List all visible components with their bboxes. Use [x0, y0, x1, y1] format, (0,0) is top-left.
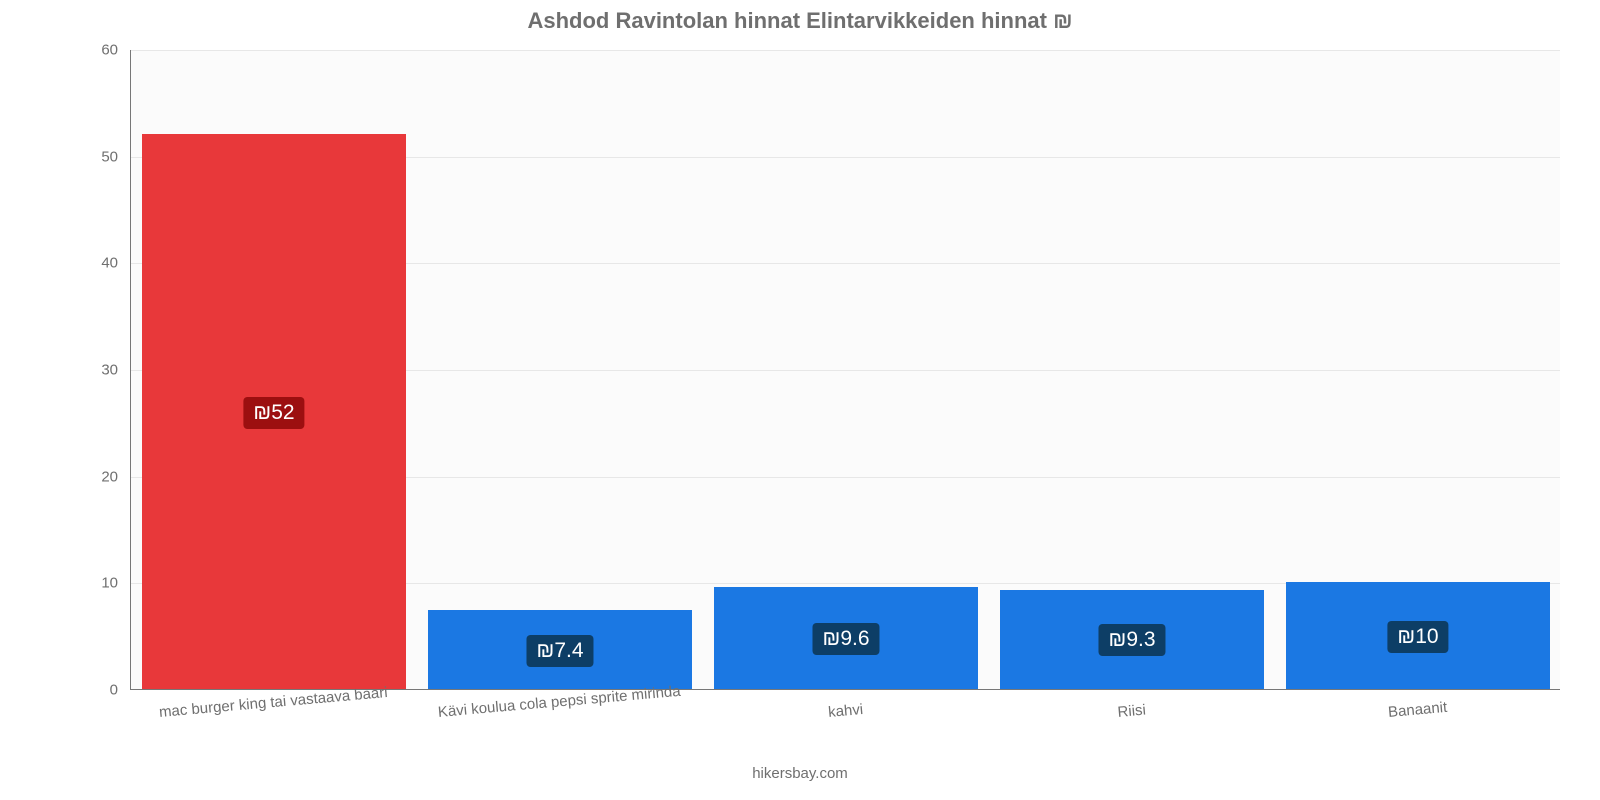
bar-value-label: ₪9.3: [1098, 624, 1165, 656]
gridline: [131, 50, 1560, 51]
ytick-label: 20: [78, 468, 118, 485]
chart-title: Ashdod Ravintolan hinnat Elintarvikkeide…: [0, 8, 1600, 34]
bar-value-label: ₪10: [1387, 621, 1448, 653]
ytick-label: 30: [78, 362, 118, 379]
plot-area: ₪52 ₪7.4 ₪9.6 ₪9.3 ₪10: [130, 50, 1560, 690]
xtick-label: kahvi: [827, 701, 863, 721]
ytick-label: 60: [78, 42, 118, 59]
ytick-label: 50: [78, 148, 118, 165]
bar-value-label: ₪7.4: [526, 635, 593, 667]
attribution-text: hikersbay.com: [0, 765, 1600, 782]
ytick-label: 40: [78, 255, 118, 272]
bar-value-label: ₪52: [243, 397, 304, 429]
xtick-label: Banaanit: [1387, 699, 1447, 721]
xtick-label: Riisi: [1117, 702, 1147, 721]
ytick-label: 10: [78, 575, 118, 592]
ytick-label: 0: [78, 682, 118, 699]
bar-value-label: ₪9.6: [812, 623, 879, 655]
